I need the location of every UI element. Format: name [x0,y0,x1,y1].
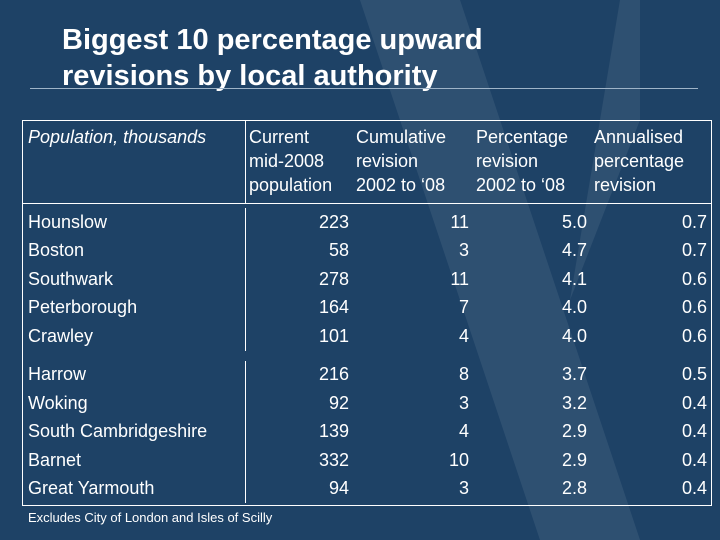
cumulative-cell: 8 [458,364,469,385]
table-row: Southwark 278 11 4.1 0.6 [23,265,711,294]
table-row: Woking 92 3 3.2 0.4 [23,389,711,418]
table-row: Hounslow 223 11 5.0 0.7 [23,208,711,237]
table-group-2: Harrow 216 8 3.7 0.5 Woking 92 3 3.2 0.4 South Cam… [23,357,711,506]
percentage-cell: 4.0 [561,297,587,318]
percentage-cell: 5.0 [561,211,587,232]
cumulative-cell: 4 [458,421,469,442]
population-cell: 101 [245,322,353,351]
table-row: South Cambridgeshire 139 4 2.9 0.4 [23,417,711,446]
header-cumulative-revision: Cumulative revision 2002 to ‘08 [356,127,447,195]
table-row: Harrow 216 8 3.7 0.5 [23,360,711,389]
table-group-1: Hounslow 223 11 5.0 0.7 Boston 58 3 4.7 0.7 Southw… [23,204,711,357]
annualised-cell: 0.4 [681,449,707,470]
population-cell: 278 [245,265,353,294]
authority-name: Crawley [28,325,94,346]
annualised-cell: 0.6 [681,268,707,289]
percentage-cell: 4.1 [561,268,587,289]
population-cell: 94 [245,474,353,503]
population-cell: 216 [245,360,353,389]
authority-name: Hounslow [28,211,108,232]
title-line-2: revisions by local authority [62,60,438,92]
cumulative-cell: 11 [450,268,469,289]
authority-name: Southwark [28,268,114,289]
annualised-cell: 0.7 [681,240,707,261]
footnote: Excludes City of London and Isles of Sci… [28,510,273,525]
cumulative-cell: 10 [448,449,469,470]
population-cell: 139 [245,417,353,446]
cumulative-cell: 3 [458,392,469,413]
header-percentage-revision: Percentage revision 2002 to ‘08 [476,127,569,195]
percentage-cell: 3.2 [561,392,587,413]
population-cell: 223 [245,208,353,237]
header-annualised-revision: Annualised percentage revision [594,127,685,195]
percentage-cell: 2.9 [561,421,587,442]
table-row: Great Yarmouth 94 3 2.8 0.4 [23,474,711,503]
percentage-cell: 4.7 [561,240,587,261]
header-population: Population, thousands [28,127,207,147]
table-row: Crawley 101 4 4.0 0.6 [23,322,711,351]
table-header: Population, thousands Current mid-2008 p… [23,121,711,204]
cumulative-cell: 4 [458,325,469,346]
authority-name: South Cambridgeshire [28,421,208,442]
authority-name: Woking [28,392,88,413]
annualised-cell: 0.6 [681,325,707,346]
authority-name: Harrow [28,364,87,385]
cumulative-cell: 7 [458,297,469,318]
percentage-cell: 2.8 [561,478,587,499]
revisions-table: Population, thousands Current mid-2008 p… [22,120,712,506]
cumulative-cell: 3 [458,240,469,261]
authority-name: Peterborough [28,297,138,318]
table-row: Peterborough 164 7 4.0 0.6 [23,293,711,322]
annualised-cell: 0.4 [681,478,707,499]
population-cell: 58 [245,236,353,265]
header-current-population: Current mid-2008 population [245,121,353,203]
authority-name: Barnet [28,449,82,470]
percentage-cell: 4.0 [561,325,587,346]
cumulative-cell: 11 [450,211,469,232]
cumulative-cell: 3 [458,478,469,499]
percentage-cell: 2.9 [561,449,587,470]
population-cell: 92 [245,389,353,418]
table-row: Boston 58 3 4.7 0.7 [23,236,711,265]
annualised-cell: 0.5 [681,364,707,385]
annualised-cell: 0.7 [681,211,707,232]
population-cell: 332 [245,446,353,475]
population-cell: 164 [245,293,353,322]
annualised-cell: 0.4 [681,392,707,413]
authority-name: Great Yarmouth [28,478,155,499]
title-line-1: Biggest 10 percentage upward [62,24,483,56]
annualised-cell: 0.4 [681,421,707,442]
slide-title: Biggest 10 percentage upward revisions b… [62,22,682,94]
table-row: Barnet 332 10 2.9 0.4 [23,446,711,475]
authority-name: Boston [28,240,85,261]
title-rule [30,88,698,89]
percentage-cell: 3.7 [561,364,587,385]
annualised-cell: 0.6 [681,297,707,318]
